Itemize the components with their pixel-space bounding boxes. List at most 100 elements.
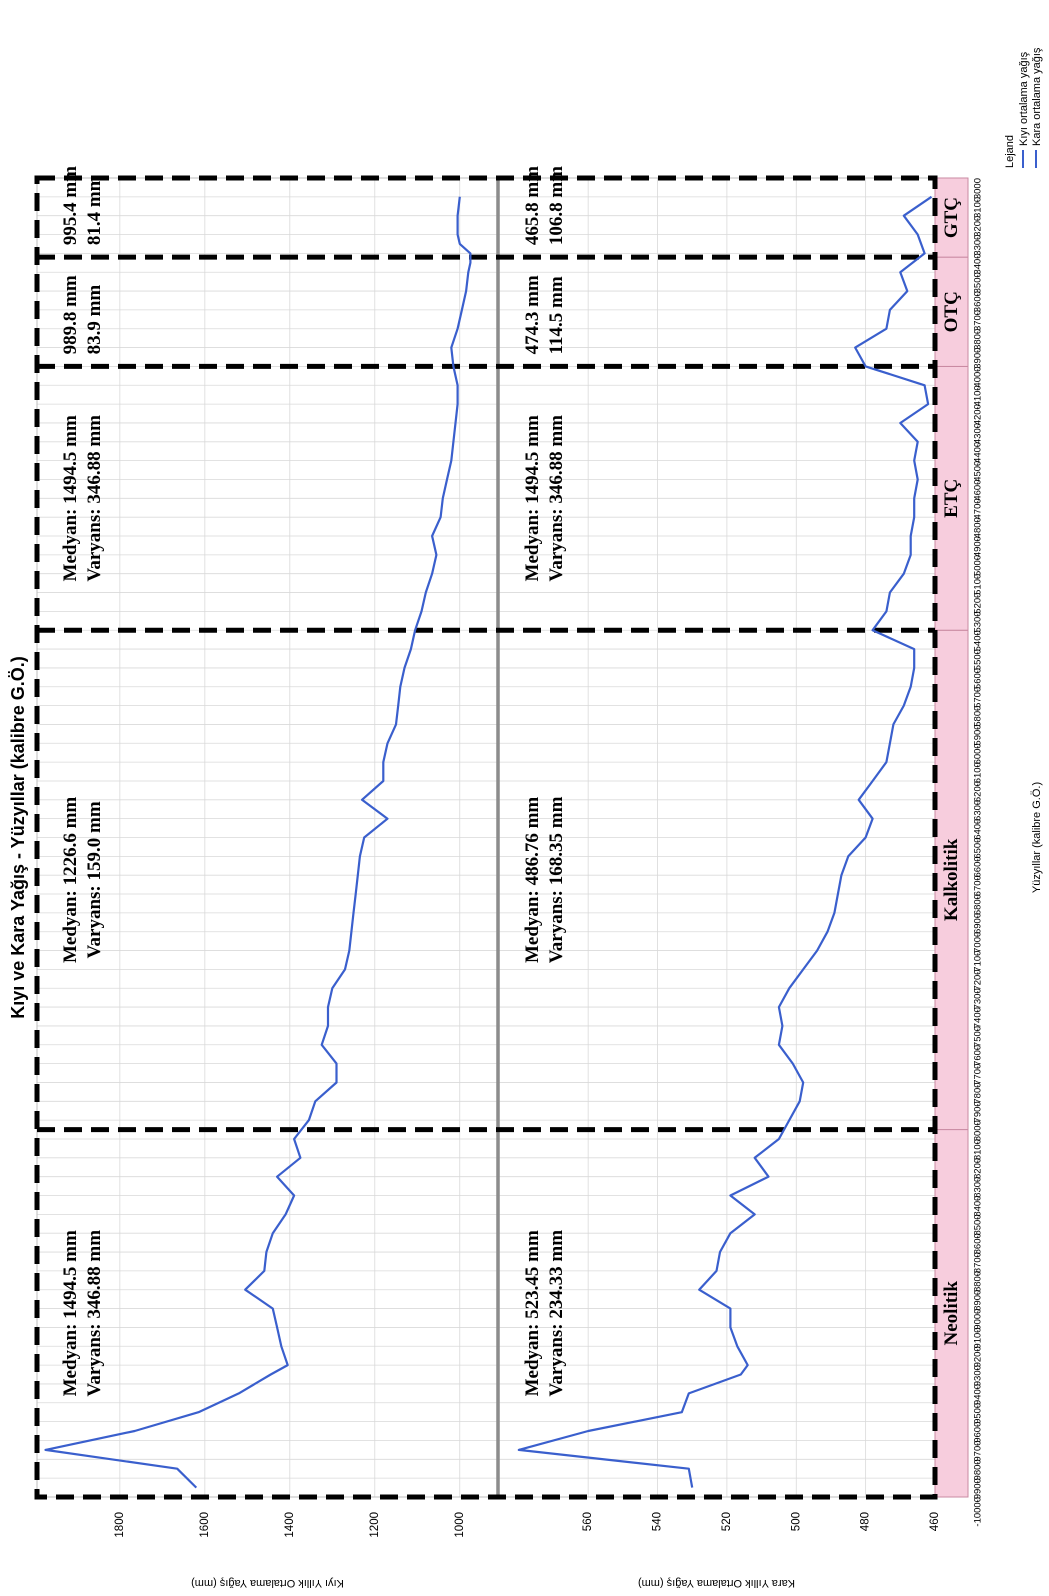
period-stat-text: Medyan: 1226.6 mm — [60, 797, 81, 963]
y-tick-label-land: 540 — [652, 1512, 664, 1531]
period-stat-text: 81.4 mm — [84, 175, 105, 245]
x-tick-label: -7800 — [973, 1082, 984, 1106]
x-axis-label: Yüzyıllar (kalibre G.Ö.) — [1031, 782, 1043, 893]
x-tick-label: -3800 — [973, 329, 984, 353]
period-stat-text: Medyan: 1494.5 mm — [60, 415, 81, 581]
x-tick-label: -3100 — [973, 197, 984, 221]
y-tick-label-coast: 1400 — [284, 1512, 296, 1538]
series-line-coast — [44, 196, 472, 1489]
x-tick-label: -4300 — [973, 423, 984, 447]
y-tick-label-land: 500 — [790, 1512, 802, 1531]
y-axis-label-coast: Kıyı Yıllık Ortalama Yağış (mm) — [191, 1577, 344, 1589]
x-tick-label: -5700 — [973, 687, 984, 711]
period-stat-text: Medyan: 1494.5 mm — [60, 1230, 81, 1396]
period-stat-text: 114.5 mm — [546, 276, 567, 354]
chart-title: Kıyı ve Kara Yağış - Yüzyıllar (kalibre … — [8, 656, 28, 1019]
x-tick-label: -6600 — [973, 856, 984, 880]
x-tick-label: -3500 — [973, 272, 984, 296]
y-tick-label-coast: 1800 — [114, 1512, 126, 1538]
x-tick-label: -7200 — [973, 969, 984, 993]
dashed-outline — [34, 175, 938, 1500]
period-stat-text: Medyan: 1494.5 mm — [522, 415, 543, 581]
period-label: ETÇ — [941, 479, 962, 518]
period-bar: Neolitik Kalkolitik ETÇ OTÇ GTÇ — [934, 177, 969, 1498]
x-tick-label: -5400 — [973, 630, 984, 654]
x-tick-label: -8300 — [973, 1177, 984, 1201]
x-tick-label: -4600 — [973, 479, 984, 503]
period-stat-text: 989.8 mm — [60, 275, 81, 354]
period-label: GTÇ — [941, 197, 962, 238]
x-tick-label: -7600 — [973, 1045, 984, 1069]
x-tick-label: -5800 — [973, 706, 984, 730]
x-tick-label: -7900 — [973, 1101, 984, 1125]
x-tick-label: -8800 — [973, 1271, 984, 1295]
x-tick-label: -7000 — [973, 932, 984, 956]
x-tick-label: -6100 — [973, 762, 984, 786]
x-tick-label: -9500 — [973, 1403, 984, 1427]
x-tick-label: -8000 — [973, 1120, 984, 1144]
y-tick-label-land: 480 — [860, 1512, 872, 1531]
period-stat-text: 106.8 mm — [546, 166, 567, 245]
x-tick-label: -6000 — [973, 743, 984, 767]
gridlines — [37, 177, 936, 1498]
period-stat-text: Varyans: 346.88 mm — [84, 1230, 105, 1397]
x-tick-label: -5500 — [973, 649, 984, 673]
x-tick-label: -3700 — [973, 310, 984, 334]
x-tick-label: -8100 — [973, 1139, 984, 1163]
period-label: Neolitik — [941, 1281, 962, 1346]
x-tick-label: -7100 — [973, 951, 984, 975]
period-stat-text: Varyans: 159.0 mm — [84, 801, 105, 958]
period-stat-text: Varyans: 346.88 mm — [84, 415, 105, 582]
period-stat-text: 474.3 mm — [522, 275, 543, 354]
x-tick-label: -8900 — [973, 1290, 984, 1314]
x-tick-label: -8600 — [973, 1233, 984, 1257]
x-tick-label: -7400 — [973, 1007, 984, 1031]
x-tick-label: -5100 — [973, 574, 984, 598]
period-boundaries — [34, 175, 938, 1500]
x-tick-label: -6300 — [973, 800, 984, 824]
x-tick-label: -9200 — [973, 1346, 984, 1370]
x-tick-label: -5300 — [973, 611, 984, 635]
x-tick-label: -10000 — [973, 1497, 984, 1527]
x-tick-label: -7500 — [973, 1026, 984, 1050]
x-tick-label: -9600 — [973, 1422, 984, 1446]
period-stat-text: Varyans: 168.35 mm — [546, 796, 567, 963]
x-tick-label: -5600 — [973, 668, 984, 692]
x-tick-label: -3900 — [973, 348, 984, 372]
period-stat-text: 465.8 mm — [522, 166, 543, 245]
y-tick-label-coast: 1000 — [454, 1512, 466, 1538]
legend-title: Lejand — [1004, 135, 1016, 168]
period-stat-text: 83.9 mm — [84, 285, 105, 355]
y-tick-label-coast: 1600 — [199, 1512, 211, 1538]
period-cell — [934, 365, 969, 631]
x-tick-label: -9900 — [973, 1478, 984, 1502]
x-tick-label: -8500 — [973, 1214, 984, 1238]
period-label: OTÇ — [941, 291, 962, 332]
x-tick-label: -6200 — [973, 781, 984, 805]
x-tick-label: -5900 — [973, 724, 984, 748]
x-tick-label: -3200 — [973, 216, 984, 240]
x-tick-label: -4100 — [973, 385, 984, 409]
y-tick-label-land: 560 — [582, 1512, 594, 1531]
x-tick-label: -7300 — [973, 988, 984, 1012]
x-tick-label: -8700 — [973, 1252, 984, 1276]
x-tick-label: -5000 — [973, 555, 984, 579]
x-tick-label: -6400 — [973, 819, 984, 843]
period-stat-text: Medyan: 523.45 mm — [522, 1230, 543, 1396]
x-tick-label: -6800 — [973, 894, 984, 918]
x-tick-label: -9800 — [973, 1459, 984, 1483]
x-tick-label: -7700 — [973, 1064, 984, 1088]
period-label: Kalkolitik — [941, 838, 962, 921]
x-tick-label: -9700 — [973, 1440, 984, 1464]
period-stat-text: Varyans: 234.33 mm — [546, 1230, 567, 1397]
period-stat-text: Medyan: 486.76 mm — [522, 797, 543, 963]
x-tick-label: -8200 — [973, 1158, 984, 1182]
x-tick-label: -4900 — [973, 536, 984, 560]
x-tick-label: -4500 — [973, 461, 984, 485]
x-tick-label: -3000 — [973, 178, 984, 202]
x-tick-label: -3600 — [973, 291, 984, 315]
x-tick-label: -4400 — [973, 442, 984, 466]
